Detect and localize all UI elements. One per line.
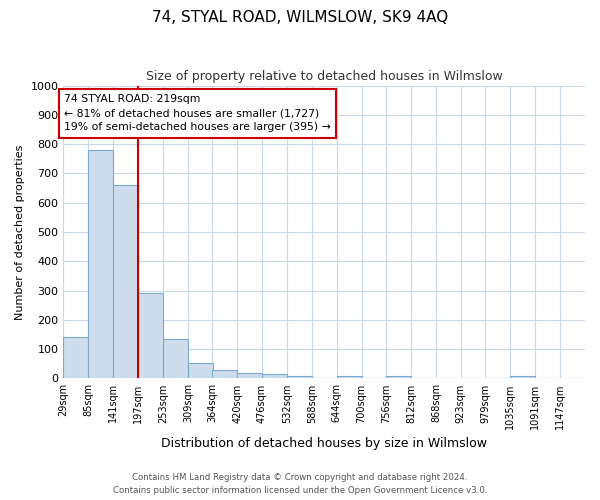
Title: Size of property relative to detached houses in Wilmslow: Size of property relative to detached ho… bbox=[146, 70, 503, 83]
Bar bbox=[386, 376, 411, 378]
Bar bbox=[287, 376, 312, 378]
Bar bbox=[64, 338, 88, 378]
Y-axis label: Number of detached properties: Number of detached properties bbox=[15, 144, 25, 320]
Bar bbox=[188, 363, 212, 378]
Bar bbox=[262, 374, 287, 378]
Bar bbox=[511, 376, 535, 378]
Bar bbox=[163, 339, 188, 378]
Text: Contains HM Land Registry data © Crown copyright and database right 2024.
Contai: Contains HM Land Registry data © Crown c… bbox=[113, 474, 487, 495]
Bar bbox=[88, 150, 113, 378]
Bar bbox=[138, 294, 163, 378]
Text: 74 STYAL ROAD: 219sqm
← 81% of detached houses are smaller (1,727)
19% of semi-d: 74 STYAL ROAD: 219sqm ← 81% of detached … bbox=[64, 94, 331, 132]
X-axis label: Distribution of detached houses by size in Wilmslow: Distribution of detached houses by size … bbox=[161, 437, 487, 450]
Text: 74, STYAL ROAD, WILMSLOW, SK9 4AQ: 74, STYAL ROAD, WILMSLOW, SK9 4AQ bbox=[152, 10, 448, 25]
Bar bbox=[337, 376, 362, 378]
Bar bbox=[237, 373, 262, 378]
Bar bbox=[212, 370, 237, 378]
Bar bbox=[113, 185, 138, 378]
